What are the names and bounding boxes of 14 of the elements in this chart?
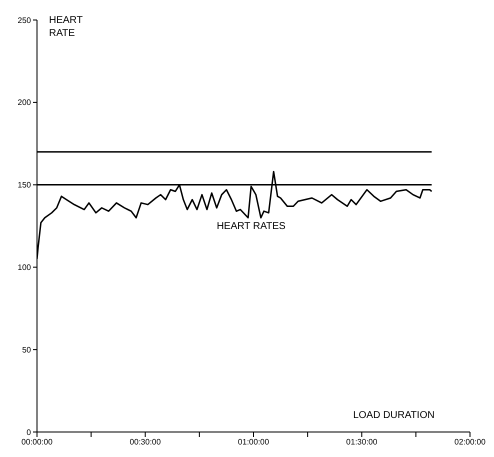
series-label: HEART RATES (216, 221, 286, 232)
x-tick-label: 02:00:00 (454, 438, 486, 447)
y-tick-label: 50 (22, 345, 32, 354)
x-tick-label: 00:30:00 (130, 438, 162, 447)
y-tick-label: 200 (18, 98, 32, 108)
x-tick-label: 00:00:00 (21, 438, 54, 447)
y-tick-label: 100 (18, 263, 32, 272)
y-tick-label: 250 (18, 16, 32, 25)
y-tick-label: 150 (18, 180, 32, 190)
x-tick-label: 01:30:00 (346, 438, 378, 447)
y-tick-label: 0 (26, 428, 32, 437)
x-tick-label: 01:00:00 (238, 438, 270, 447)
x-axis-title: LOAD DURATION (353, 410, 435, 421)
y-axis-title: HEART RATE (49, 14, 84, 40)
